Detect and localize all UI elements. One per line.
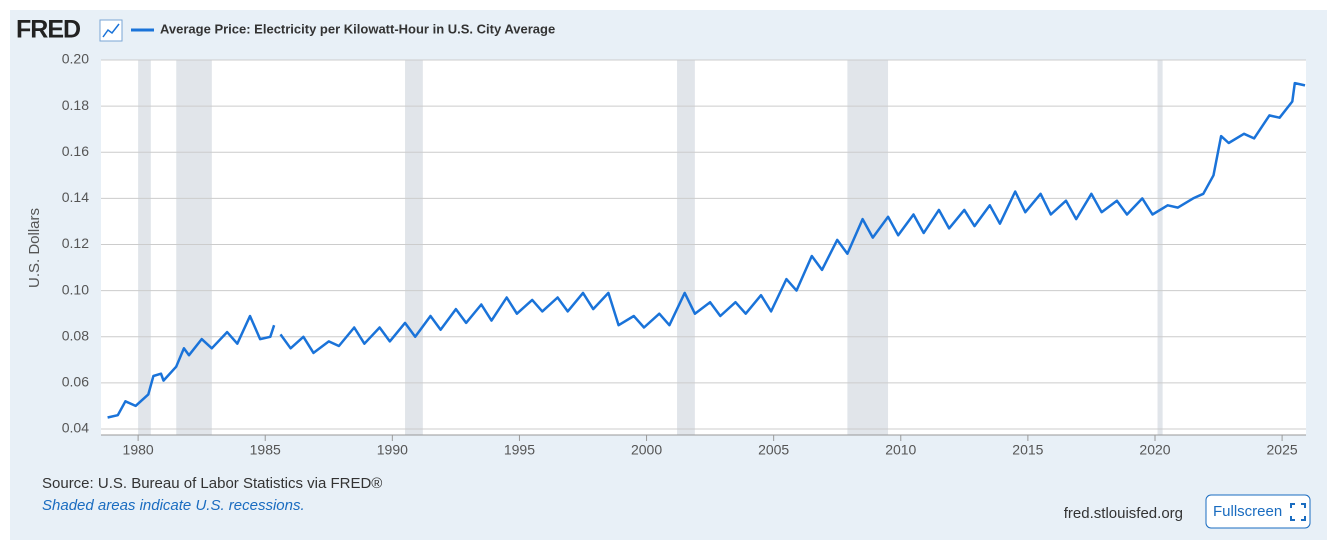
y-tick-label: 0.18: [62, 97, 89, 113]
y-tick-label: 0.08: [62, 327, 89, 343]
recession-band: [138, 60, 151, 435]
x-tick-label: 2005: [758, 442, 789, 458]
button-icon[interactable]: [1290, 503, 1306, 521]
plot-area: [101, 60, 1306, 435]
y-tick-label: 0.16: [62, 143, 89, 159]
button-label[interactable]: Fullscreen: [1213, 503, 1282, 520]
recession-band: [677, 60, 695, 435]
recession-band: [176, 60, 212, 435]
fullscreen-button[interactable]: Fullscreen: [1205, 494, 1311, 529]
recession-band: [405, 60, 423, 435]
legend-label: Average Price: Electricity per Kilowatt-…: [160, 21, 555, 36]
recession-band: [847, 60, 889, 435]
y-tick-label: 0.14: [62, 189, 89, 205]
x-tick-label: 2010: [885, 442, 916, 458]
x-tick-label: 1980: [123, 442, 154, 458]
y-tick-label: 0.10: [62, 281, 89, 297]
y-tick-label: 0.06: [62, 374, 89, 390]
logo-icon: [99, 19, 123, 42]
x-tick-label: 1995: [504, 442, 535, 458]
series-line: [107, 81, 1306, 419]
site-link: fred.stlouisfed.org: [1064, 505, 1183, 522]
x-tick-label: 2025: [1267, 442, 1298, 458]
recession-note: Shaded areas indicate U.S. recessions.: [42, 497, 305, 514]
x-tick-label: 1985: [250, 442, 281, 458]
recession-band: [1157, 60, 1163, 435]
y-tick-label: 0.04: [62, 420, 89, 436]
y-tick-label: 0.12: [62, 235, 89, 251]
y-axis-label: U.S. Dollars: [26, 208, 43, 288]
x-tick-label: 2020: [1139, 442, 1170, 458]
x-tick-label: 2000: [631, 442, 662, 458]
y-tick-label: 0.20: [62, 51, 89, 67]
source: Source: U.S. Bureau of Labor Statistics …: [42, 475, 382, 492]
x-tick-label: 1990: [377, 442, 408, 458]
button-frame[interactable]: [1205, 494, 1311, 529]
x-tick-label: 2015: [1012, 442, 1043, 458]
logo: FRED: [16, 16, 80, 44]
plot: [101, 59, 1306, 441]
